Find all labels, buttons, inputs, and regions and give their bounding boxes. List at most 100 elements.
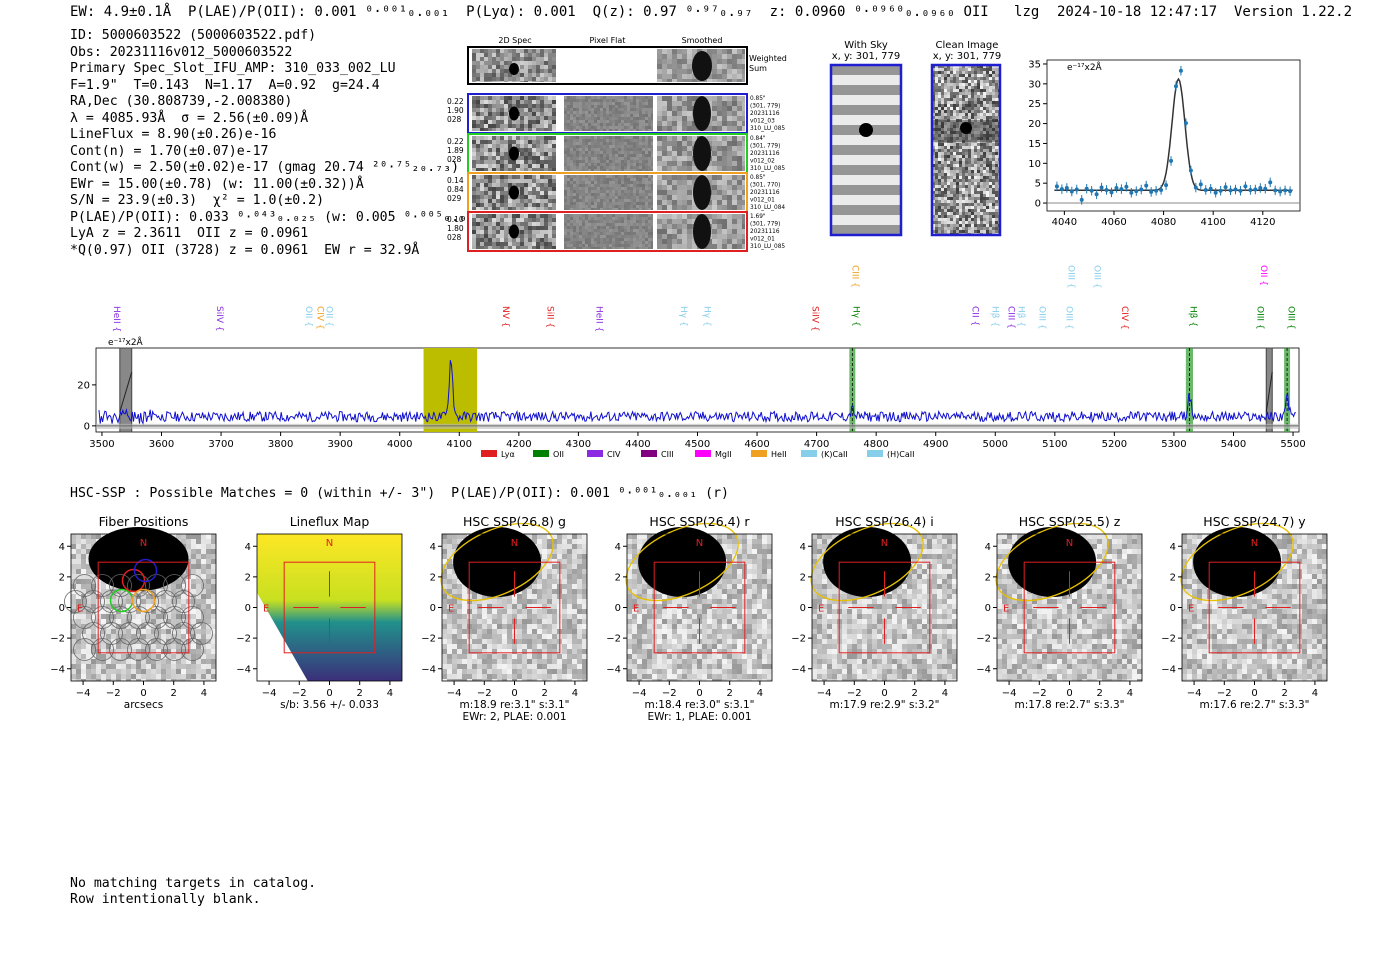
hsc-xtick-label-5-0: −4 <box>1002 688 1017 699</box>
hsc-xtick-label-4-0: −4 <box>817 688 832 699</box>
cutout-row-3-left-2: 028 <box>447 233 462 242</box>
cutout-row-2-right-4: 310_LU_084 <box>750 205 785 211</box>
spectrum-line-label-23: OIII { <box>1254 306 1264 330</box>
spectrum-xtick-label: 4200 <box>506 439 531 450</box>
hsc-xtick-label-6-1: −2 <box>1217 688 1232 699</box>
hsc-caption1-5: m:17.8 re:2.7" s:3.3" <box>1015 699 1125 711</box>
hsc-ytick-label-1-4: 4 <box>245 542 251 553</box>
cutout-row-0-right-1: (301, 779) <box>750 104 780 110</box>
hsc-ytick-label-2-4: 4 <box>430 542 436 553</box>
hsc-xtick-label-0-2: 0 <box>140 688 146 699</box>
fiber-circle <box>91 638 114 661</box>
hsc-summary: HSC-SSP : Possible Matches = 0 (within +… <box>70 486 729 501</box>
hsc-xtick-label-5-4: 4 <box>1127 688 1133 699</box>
fiber-circle <box>136 622 159 645</box>
north-label-2: N <box>511 538 518 549</box>
fiber-highlight-3 <box>131 588 156 613</box>
spectrum-line-label-13: CII { <box>970 306 980 326</box>
spectrum-mask-hatch-1 <box>1265 371 1273 413</box>
hsc-panel-title-0: Fiber Positions <box>99 514 189 529</box>
hsc-caption1-0: arcsecs <box>124 699 163 711</box>
east-label-4: E <box>818 604 824 615</box>
cutout-row-1-left-0: 0.22 <box>447 137 464 146</box>
cutout-row-2-left-2: 029 <box>447 194 462 203</box>
spectrum-line-label-4: OII { <box>323 306 333 327</box>
hsc-xtick-label-6-2: 0 <box>1251 688 1257 699</box>
fiber-circle <box>145 606 168 629</box>
cutout-source-blob-0 <box>509 106 519 121</box>
lineflux-map-mask <box>257 592 308 681</box>
fit-ytick-label: 35 <box>1028 59 1041 70</box>
fit-data-point <box>1159 187 1164 192</box>
cutout-row-3-left-0: 0.10 <box>447 215 464 224</box>
fit-xtick-label: 4060 <box>1101 217 1126 228</box>
fit-data-point <box>1059 187 1064 192</box>
hsc-ytick-label-0-4: 4 <box>59 542 65 553</box>
fiber-circle <box>73 606 96 629</box>
hsc-ytick-label-6-3: 2 <box>1170 572 1176 583</box>
hsc-ytick-label-4-3: 2 <box>800 572 806 583</box>
fit-data-point <box>1238 188 1243 193</box>
fit-ytick-label: 15 <box>1028 139 1041 150</box>
hsc-ytick-label-1-0: −4 <box>236 664 251 675</box>
hsc-xtick-label-1-4: 4 <box>387 688 393 699</box>
spectrum-line-label-25: OIII { <box>1285 306 1295 330</box>
spectrum-xtick-label: 3900 <box>327 439 352 450</box>
weighted-source-blob <box>509 63 519 75</box>
spectrum-line-label-10: SiIV { <box>809 306 819 332</box>
with-sky-source <box>859 123 873 137</box>
hsc-panel-title-4: HSC SSP(26.4) i <box>835 514 933 529</box>
hsc-ytick-label-0-1: −2 <box>50 634 65 645</box>
cutout-row-0-right-2: 20231116 <box>750 111 780 117</box>
cutout-row-2-left-0: 0.14 <box>447 176 464 185</box>
hsc-xtick-label-3-3: 2 <box>727 688 733 699</box>
fit-data-point <box>1263 186 1268 191</box>
hsc-panel-4 <box>808 522 958 685</box>
fiber-circle <box>100 622 123 645</box>
legend-label-3: CIII <box>661 450 674 459</box>
hsc-ytick-label-3-1: −2 <box>606 634 621 645</box>
fit-xtick-label: 4100 <box>1200 217 1225 228</box>
search-box-5 <box>1023 561 1116 654</box>
search-box-6 <box>1208 561 1301 654</box>
fiber-circle <box>172 590 195 613</box>
hsc-xtick-label-0-3: 2 <box>171 688 177 699</box>
spectrum-xtick-label: 4500 <box>685 439 710 450</box>
hsc-xtick-label-6-3: 2 <box>1282 688 1288 699</box>
hsc-caption1-3: m:18.4 re:3.0" s:3.1" <box>645 699 755 711</box>
north-label-5: N <box>1066 538 1073 549</box>
hsc-xtick-label-1-2: 0 <box>326 688 332 699</box>
cutout-row-0-right-3: v012_03 <box>750 119 775 125</box>
sky-panel-subtitle-1: x, y: 301, 779 <box>933 51 1002 62</box>
fit-data-point <box>1069 189 1074 194</box>
cutout-col-title-2: Smoothed <box>682 36 723 45</box>
fit-data-point <box>1169 158 1174 163</box>
hsc-xtick-label-6-4: 4 <box>1312 688 1318 699</box>
hsc-xtick-label-2-0: −4 <box>447 688 462 699</box>
weighted-label-1: Weighted <box>749 54 787 63</box>
fit-data-point <box>1114 185 1119 190</box>
east-label-6: E <box>1188 604 1194 615</box>
hsc-ytick-label-6-1: −2 <box>1161 634 1176 645</box>
spectrum-line-label-20: OIII { <box>1092 265 1102 289</box>
cutout-smoothed-2 <box>657 175 745 210</box>
info-line-11: P(LAE)/P(OII): 0.033 ⁰·⁰⁴³₀.₀₂₅ (w: 0.00… <box>70 209 491 225</box>
hsc-ytick-label-1-2: 0 <box>245 603 251 614</box>
spectrum-xtick-label: 4700 <box>804 439 829 450</box>
hsc-xtick-label-5-3: 2 <box>1097 688 1103 699</box>
sky-panel-frame-1 <box>930 63 1002 237</box>
hsc-xtick-label-2-4: 4 <box>572 688 578 699</box>
fiber-circle <box>127 638 150 661</box>
fiber-circle <box>82 590 105 613</box>
hsc-xtick-label-5-2: 0 <box>1066 688 1072 699</box>
cutout-2d-spec-0 <box>472 96 556 131</box>
fiber-circle <box>181 638 204 661</box>
fiber-circle <box>172 622 195 645</box>
hsc-xtick-label-3-0: −4 <box>632 688 647 699</box>
spectrum-masked-region-0 <box>119 347 133 433</box>
cutout-row-0-right-0: 0.85" <box>750 96 766 102</box>
spectrum-xtick-label: 4300 <box>566 439 591 450</box>
spectrum-line-label-19: OIII { <box>1066 265 1076 289</box>
fit-data-point <box>1164 183 1169 188</box>
